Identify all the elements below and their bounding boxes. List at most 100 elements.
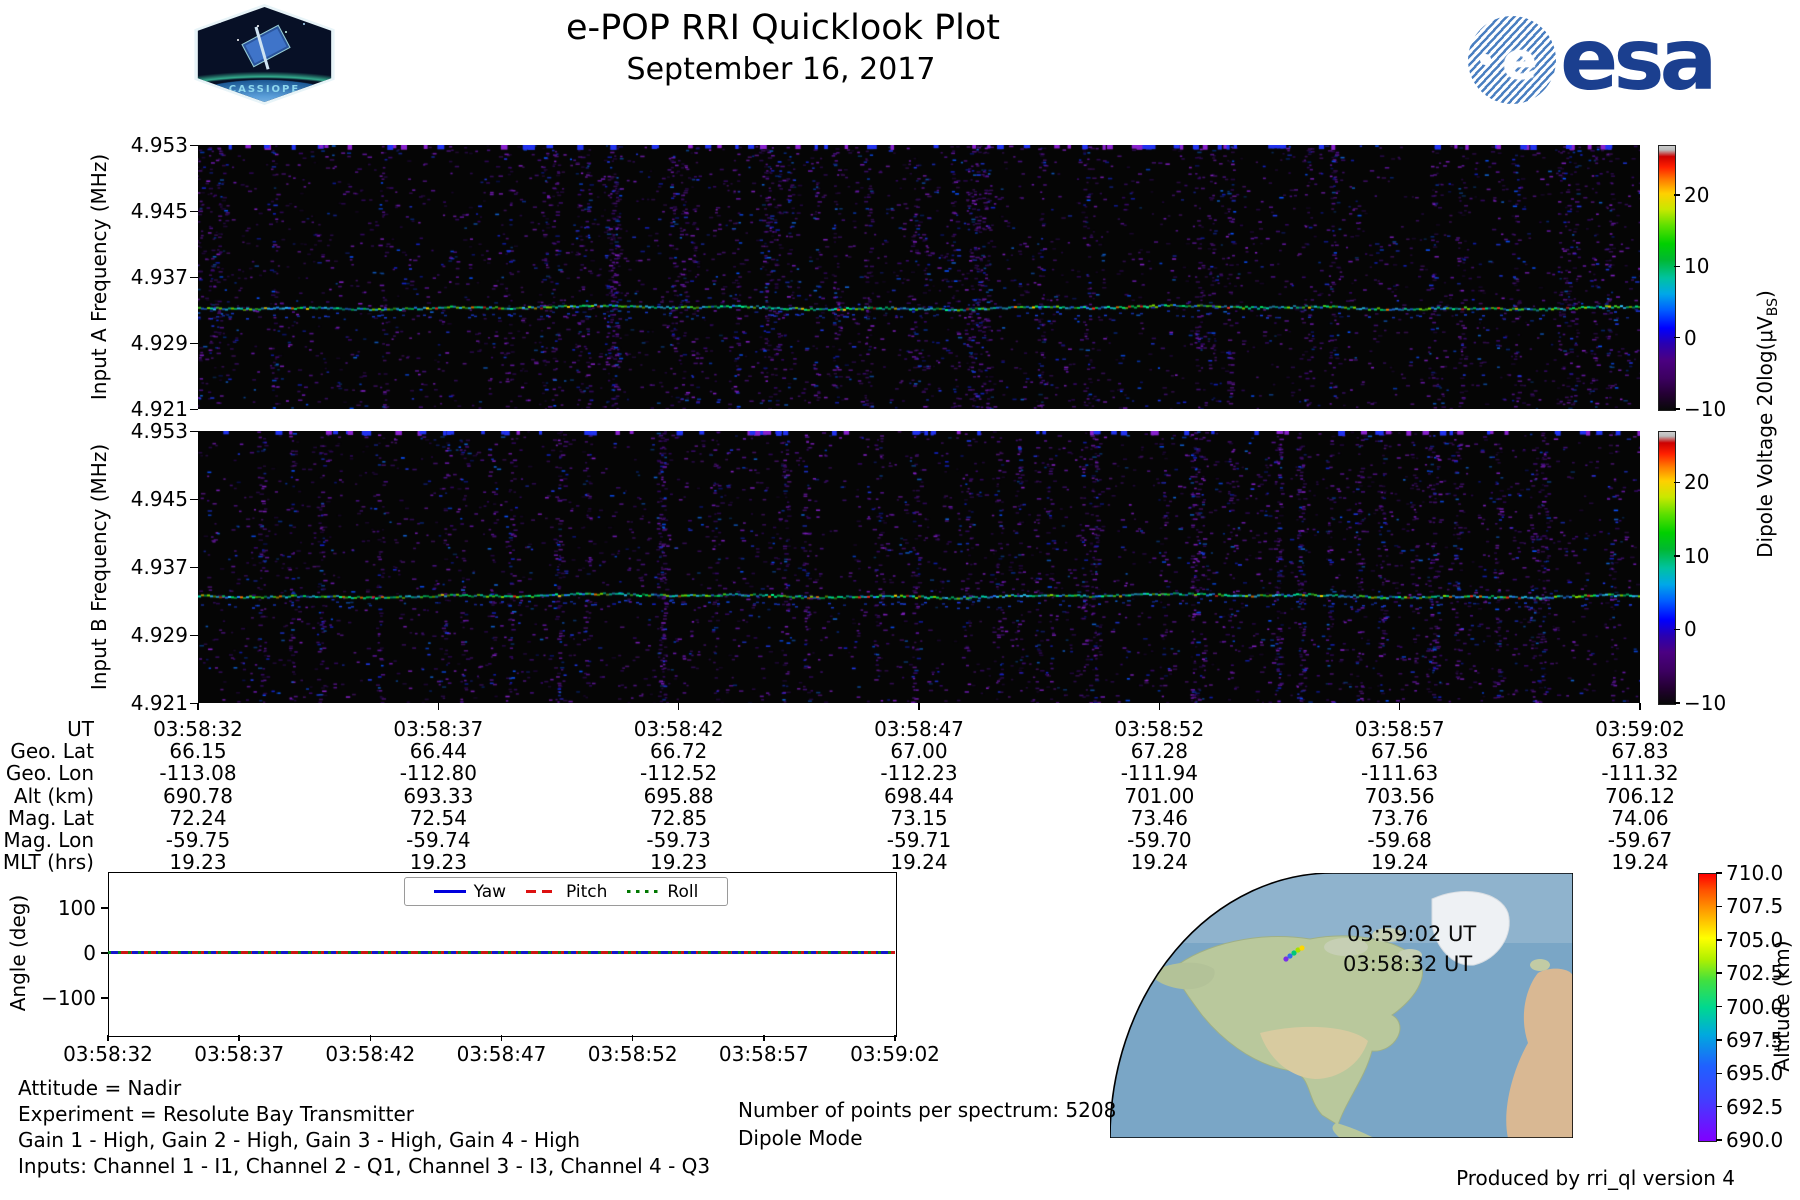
dipole-label-close: ): [1753, 290, 1777, 298]
ephemeris-cell: 66.44: [409, 739, 467, 764]
ephemeris-cell: -59.74: [406, 828, 471, 852]
altitude-tick-label: 705.0: [1726, 927, 1784, 952]
ephemeris-cell: 73.46: [1130, 805, 1188, 830]
dipole-cbar-tick-mark: [1674, 555, 1680, 557]
ephemeris-row-label: UT: [67, 717, 94, 741]
ephemeris-cell: -112.80: [399, 761, 477, 786]
freq-ytick-label: 4.953: [130, 419, 188, 443]
ephemeris-cell: 701.00: [1124, 783, 1195, 808]
esa-globe-e: e: [1502, 32, 1538, 92]
time-xtick-mark: [437, 703, 440, 710]
altitude-tick-mark: [1716, 1105, 1722, 1108]
dipole-colorbar-a: [1658, 145, 1676, 411]
dipole-cbar-tick-mark: [1674, 408, 1680, 410]
legend-item-pitch: Pitch: [526, 882, 607, 902]
ephemeris-cell: 693.33: [403, 783, 474, 808]
ephemeris-cell: 03:58:37: [393, 717, 484, 741]
ephemeris-row-label: Geo. Lon: [5, 761, 94, 786]
angle-xtick-mark: [238, 1035, 240, 1041]
angle-xtick-label: 03:58:42: [325, 1042, 416, 1066]
map-greenland: [1431, 891, 1510, 966]
altitude-tick-label: 697.5: [1726, 1027, 1784, 1052]
ephemeris-cell: 67.56: [1371, 739, 1429, 764]
ephemeris-cell: 690.78: [163, 783, 233, 808]
angle-xtick-label: 03:58:37: [194, 1042, 285, 1066]
satellite-icon: [241, 24, 291, 68]
time-xtick-mark: [1158, 703, 1161, 710]
dipole-cbar-tick-mark: [1674, 265, 1680, 268]
legend-item-roll: Roll: [627, 882, 698, 902]
input-b-ylabel: Input B Frequency (MHz): [87, 443, 111, 691]
dipole-label-sub: BS: [1765, 297, 1781, 317]
ephemeris-row-label: MLT (hrs): [2, 850, 94, 875]
legend-sample-dotted: [627, 890, 660, 893]
input-a-ylabel: Input A Frequency (MHz): [87, 153, 111, 401]
map-great-plains: [1260, 1026, 1368, 1079]
altitude-tick-mark: [1716, 1139, 1722, 1141]
freq-ytick-mark: [190, 144, 198, 146]
angle-ytick-mark: [101, 997, 108, 999]
freq-ytick-label: 4.929: [130, 623, 188, 647]
altitude-tick-label: 695.0: [1726, 1061, 1784, 1086]
map-label-start: 03:58:32 UT: [1343, 952, 1472, 976]
ephemeris-cell: 19.24: [890, 850, 948, 875]
map-arctic-island: [1398, 949, 1422, 961]
ephemeris-cell: 67.00: [890, 739, 948, 764]
ephemeris-cell: -59.70: [1127, 828, 1192, 852]
ephemeris-cell: 72.24: [169, 805, 227, 830]
freq-ytick-label: 4.937: [130, 555, 188, 579]
altitude-tick-mark: [1716, 1039, 1722, 1041]
ephemeris-cell: 03:58:32: [153, 717, 243, 741]
freq-ytick-mark: [190, 498, 198, 500]
ephemeris-row-label: Mag. Lat: [7, 805, 94, 830]
altitude-tick-label: 700.0: [1726, 994, 1784, 1019]
ephemeris-cell: 698.44: [884, 783, 954, 808]
ephemeris-cell: 72.85: [650, 805, 708, 830]
dipole-cbar-tick-mark: [1674, 702, 1680, 704]
angle-xtick-label: 03:58:52: [587, 1042, 678, 1066]
map-arctic-island: [1372, 928, 1404, 942]
ephemeris-row-label: Alt (km): [13, 783, 94, 808]
altitude-tick-mark: [1716, 939, 1722, 941]
ephemeris-cell: 74.06: [1611, 805, 1669, 830]
ephemeris-cell: 19.23: [169, 850, 227, 875]
angle-xtick-mark: [894, 1035, 896, 1041]
ephemeris-cell: -59.67: [1607, 828, 1673, 852]
ephemeris-cell: -59.75: [165, 828, 231, 852]
ephemeris-cell: 66.15: [169, 739, 227, 764]
altitude-tick-mark: [1716, 872, 1722, 874]
ephemeris-cell: 703.56: [1364, 783, 1435, 808]
altitude-tick-label: 702.5: [1726, 961, 1784, 986]
esa-globe-icon: e: [1468, 16, 1556, 104]
ephemeris-cell: 706.12: [1605, 783, 1675, 808]
angle-ytick-label: −100: [41, 986, 96, 1010]
ephemeris-cell: 67.28: [1130, 739, 1188, 764]
angle-ytick-label: 100: [57, 896, 96, 920]
map-arctic-island: [1324, 938, 1368, 956]
angle-xtick-label: 03:58:32: [63, 1042, 153, 1066]
dipole-cbar-tick-label: 10: [1684, 543, 1710, 568]
ephemeris-cell: 03:58:42: [633, 717, 724, 741]
freq-ytick-mark: [190, 430, 198, 432]
dipole-cbar-tick-label: 20: [1684, 470, 1710, 495]
map-africa: [1506, 968, 1573, 1138]
annotation-inputs: Inputs: Channel 1 - I1, Channel 2 - Q1, …: [18, 1154, 711, 1178]
ephemeris-cell: -111.63: [1361, 761, 1439, 786]
ephemeris-cell: -111.94: [1120, 761, 1198, 786]
map-uk: [1530, 959, 1550, 971]
page-title: e-POP RRI Quicklook Plot: [565, 8, 1001, 48]
cassiope-patch-art: CASSIOPE: [197, 7, 332, 102]
map-alaska: [1150, 962, 1215, 990]
altitude-tick-label: 690.0: [1726, 1128, 1784, 1152]
esa-wordmark: esa: [1560, 10, 1718, 110]
altitude-tick-mark: [1716, 905, 1722, 908]
freq-ytick-mark: [190, 634, 198, 636]
altitude-tick-mark: [1716, 1005, 1722, 1008]
ephemeris-cell: 19.24: [1371, 850, 1429, 875]
altitude-tick-label: 707.5: [1726, 894, 1784, 919]
angle-ytick-mark: [101, 907, 108, 909]
altitude-tick-label: 692.5: [1726, 1094, 1784, 1119]
annotation-attitude: Attitude = Nadir: [18, 1076, 182, 1100]
angle-xtick-label: 03:58:57: [718, 1042, 809, 1066]
